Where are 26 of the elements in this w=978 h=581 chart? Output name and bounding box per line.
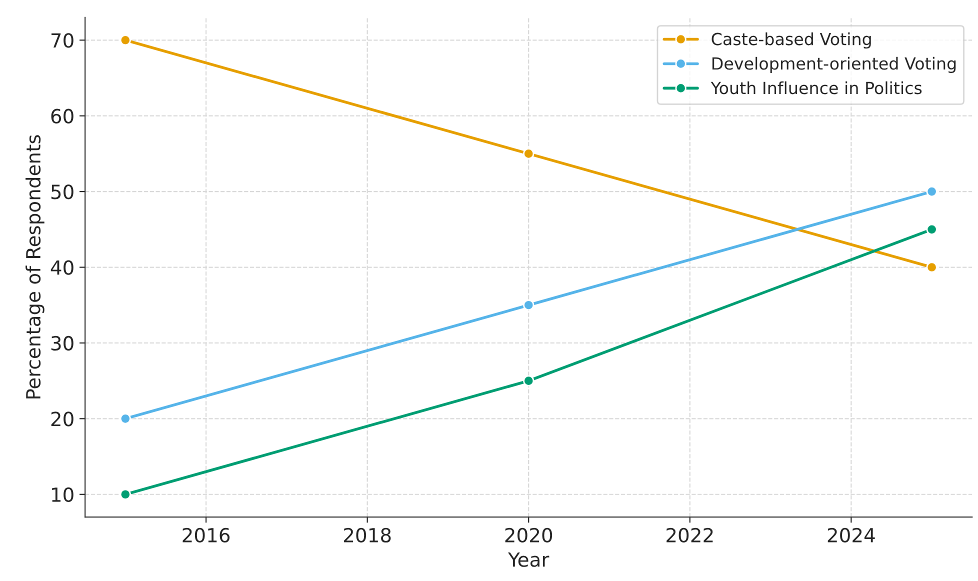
y-tick-label: 40 <box>50 260 74 275</box>
point <box>523 375 534 386</box>
point <box>926 224 938 235</box>
legend-label: Youth Influence in Politics <box>710 81 922 94</box>
point <box>926 186 938 198</box>
y-tick-label: 70 <box>52 33 74 48</box>
x-tick-label: 2024 <box>828 528 875 543</box>
point <box>120 34 131 46</box>
y-tick-label: 50 <box>51 184 74 200</box>
x-tick-label: 2022 <box>666 528 713 543</box>
x-tick-label: 2018 <box>344 528 391 543</box>
y-tick-label: 60 <box>51 108 74 124</box>
y-axis-title: Percentage of Respondents <box>26 135 44 398</box>
x-tick-label: 2016 <box>182 528 230 543</box>
x-tick-label: 2020 <box>505 528 552 543</box>
y-tick-label: 30 <box>51 336 74 351</box>
legend-label: Development-oriented Voting <box>712 56 956 74</box>
point <box>926 262 938 273</box>
point <box>523 300 534 311</box>
legend-label: Caste-based Voting <box>712 32 871 49</box>
point <box>120 413 131 424</box>
x-axis-title: Year <box>508 552 550 567</box>
y-tick-label: 20 <box>51 412 74 426</box>
point <box>120 488 131 500</box>
point <box>523 148 534 160</box>
y-tick-label: 10 <box>52 487 74 502</box>
